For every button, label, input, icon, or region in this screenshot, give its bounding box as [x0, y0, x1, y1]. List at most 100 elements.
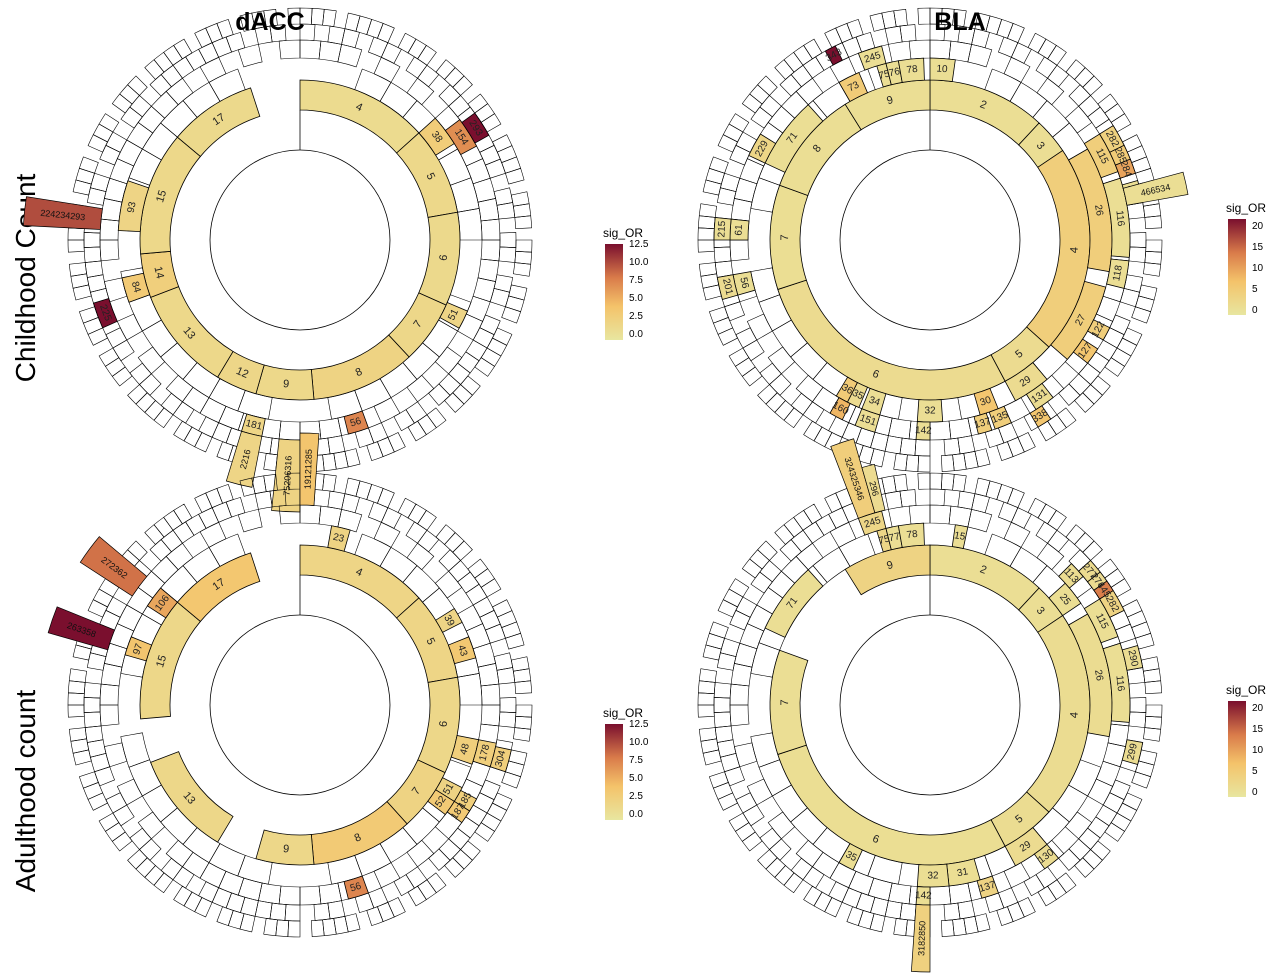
- empty-subsegment: [1064, 105, 1093, 134]
- empty-subsegment: [705, 632, 725, 650]
- empty-subsegment: [1078, 827, 1101, 850]
- empty-subsegment: [127, 540, 148, 561]
- empty-subsegment: [508, 284, 528, 301]
- empty-subsegment: [952, 917, 967, 937]
- empty-subsegment: [144, 400, 165, 421]
- empty-subsegment: [373, 56, 401, 83]
- ring4-segment: [1121, 644, 1144, 671]
- segment-label: 30: [979, 395, 994, 409]
- empty-subsegment: [505, 632, 525, 650]
- empty-subsegment: [515, 704, 533, 718]
- ring2-segment: [951, 524, 969, 549]
- empty-subsegment: [735, 596, 758, 618]
- empty-subsegment: [227, 910, 245, 930]
- empty-subsegment: [514, 215, 532, 230]
- empty-subsegment: [728, 812, 750, 832]
- empty-subsegment: [444, 67, 465, 88]
- segment-label: 304: [493, 749, 508, 768]
- empty-subsegment: [802, 866, 825, 889]
- empty-subsegment: [795, 542, 824, 571]
- empty-subsegment: [1145, 239, 1163, 253]
- segment-label: 10: [936, 64, 948, 76]
- empty-subsegment: [769, 373, 792, 396]
- empty-subsegment: [1109, 779, 1131, 801]
- ring2-segment: [916, 863, 950, 888]
- empty-subsegment: [344, 913, 361, 933]
- empty-subsegment: [479, 314, 501, 336]
- empty-subsegment: [713, 782, 734, 800]
- ring1-segment: [139, 136, 201, 255]
- empty-subsegment: [741, 831, 763, 852]
- legend-dacc-childhood: sig_OR 12.5 10.0 7.5 5.0 2.5 0.0: [603, 226, 663, 376]
- empty-subsegment: [739, 623, 765, 650]
- empty-subsegment: [828, 416, 850, 438]
- empty-subsegment: [127, 849, 148, 870]
- empty-subsegment: [998, 36, 1019, 58]
- empty-subsegment: [783, 407, 804, 429]
- empty-subsegment: [929, 885, 952, 906]
- empty-subsegment: [377, 23, 395, 44]
- empty-subsegment: [757, 75, 778, 96]
- empty-subsegment: [867, 877, 893, 901]
- empty-subsegment: [774, 524, 795, 545]
- empty-subsegment: [165, 77, 194, 106]
- empty-subsegment: [417, 414, 437, 435]
- empty-subsegment: [828, 881, 850, 903]
- segment-label: 31: [956, 866, 969, 879]
- ring1-segment: [929, 544, 1040, 611]
- empty-subsegment: [893, 452, 908, 472]
- empty-subsegment: [1047, 879, 1067, 900]
- empty-subsegment: [499, 232, 517, 248]
- empty-subsegment: [943, 902, 961, 921]
- segment-label: 8: [354, 366, 364, 379]
- empty-subsegment: [434, 346, 463, 375]
- empty-subsegment: [435, 59, 456, 80]
- empty-subsegment: [127, 384, 148, 405]
- legend-tick-label: 20: [1252, 221, 1264, 232]
- segment-label: 32: [924, 406, 936, 417]
- segment-label: 284: [1117, 159, 1133, 179]
- empty-subsegment: [720, 753, 741, 773]
- segment-label: 4: [1068, 712, 1080, 719]
- ring2-segment: [117, 180, 150, 233]
- segment-label: 7: [779, 234, 791, 240]
- ring2-segment: [897, 522, 925, 548]
- empty-subsegment: [857, 910, 875, 930]
- empty-subsegment: [1078, 95, 1101, 118]
- segment-label: 27: [1074, 312, 1089, 327]
- empty-subsegment: [767, 346, 796, 375]
- empty-subsegment: [112, 339, 135, 362]
- ring2-segment: [418, 117, 455, 156]
- empty-subsegment: [1035, 56, 1058, 79]
- empty-subsegment: [828, 507, 850, 529]
- segment-label: 245: [863, 50, 883, 66]
- empty-subsegment: [198, 42, 220, 64]
- empty-subsegment: [1082, 75, 1103, 96]
- empty-subsegment: [172, 521, 195, 544]
- ring1-segment: [777, 279, 1006, 401]
- empty-subsegment: [952, 452, 967, 472]
- empty-subsegment: [1074, 857, 1095, 878]
- empty-subsegment: [917, 7, 931, 25]
- empty-subsegment: [438, 838, 461, 861]
- empty-subsegment: [68, 680, 86, 695]
- legend-colorbar: [605, 724, 623, 820]
- segment-label: 142: [915, 425, 932, 437]
- empty-subsegment: [407, 38, 427, 60]
- empty-subsegment: [948, 417, 972, 440]
- segment-label: 17: [210, 111, 227, 128]
- ring1-segment: [150, 751, 234, 843]
- empty-subsegment: [724, 301, 745, 322]
- empty-subsegment: [92, 588, 114, 608]
- empty-subsegment: [1104, 103, 1125, 123]
- spoke-label: 296: [867, 480, 880, 497]
- segment-label: 4: [354, 566, 364, 579]
- empty-subsegment: [1131, 771, 1152, 789]
- empty-subsegment: [467, 93, 489, 114]
- segment-label: 151: [858, 413, 878, 429]
- empty-subsegment: [496, 202, 516, 220]
- empty-subsegment: [888, 882, 912, 905]
- empty-subsegment: [98, 347, 120, 367]
- empty-subsegment: [198, 881, 220, 903]
- empty-subsegment: [417, 879, 437, 900]
